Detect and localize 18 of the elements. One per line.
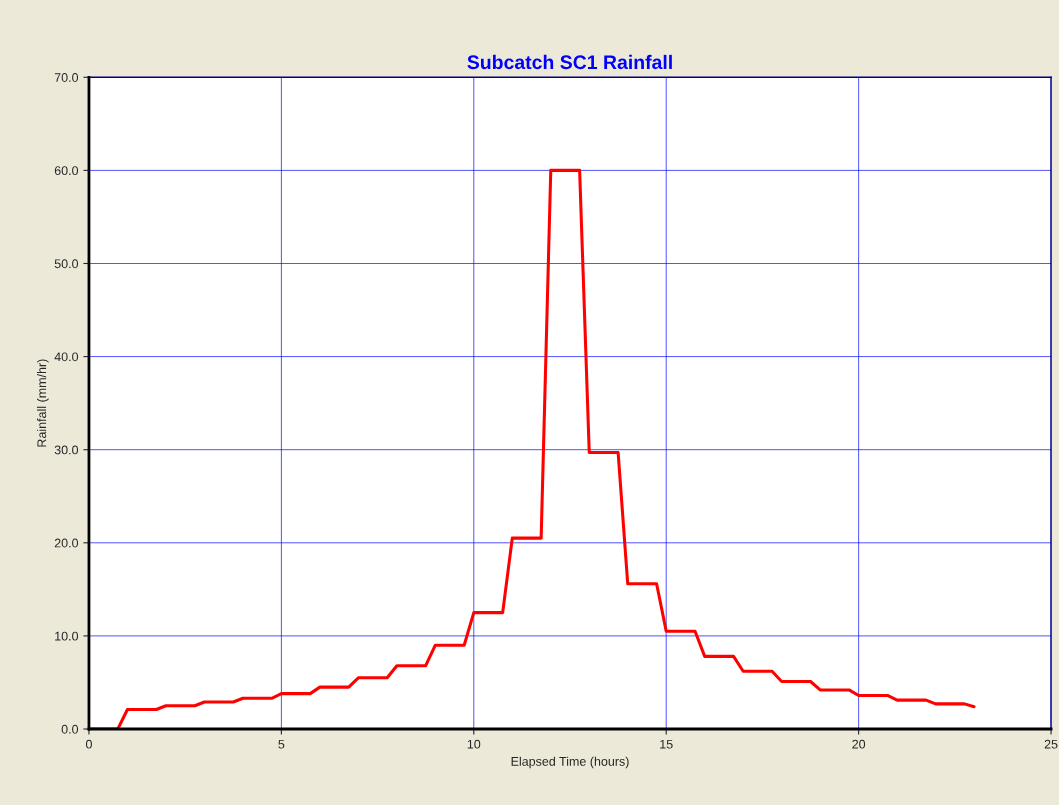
x-tick-label: 5 [278,739,285,749]
x-tick-label: 0 [85,739,92,749]
line-series [88,168,976,730]
y-tick-label: 10.0 [55,631,79,641]
y-tick-label: 0.0 [61,724,79,734]
x-tick-label: 10 [467,739,481,749]
x-tick-label: 20 [852,739,866,749]
y-tick-label: 70.0 [54,73,79,82]
y-axis-title: Rainfall (mm/hr) [37,359,49,447]
y-tick-label: 20.0 [54,538,79,548]
chart-title: Subcatch SC1 Rainfall [467,54,672,70]
y-tick-label: 50.0 [54,259,79,269]
y-tick-label: 30.0 [54,445,79,455]
y-tick-label: 40.0 [54,352,79,362]
x-tick-label: 15 [660,739,673,749]
y-tick-label: 60.0 [54,166,79,176]
x-tick-label: 25 [1044,739,1058,749]
x-axis-title: Elapsed Time (hours) [511,756,629,769]
